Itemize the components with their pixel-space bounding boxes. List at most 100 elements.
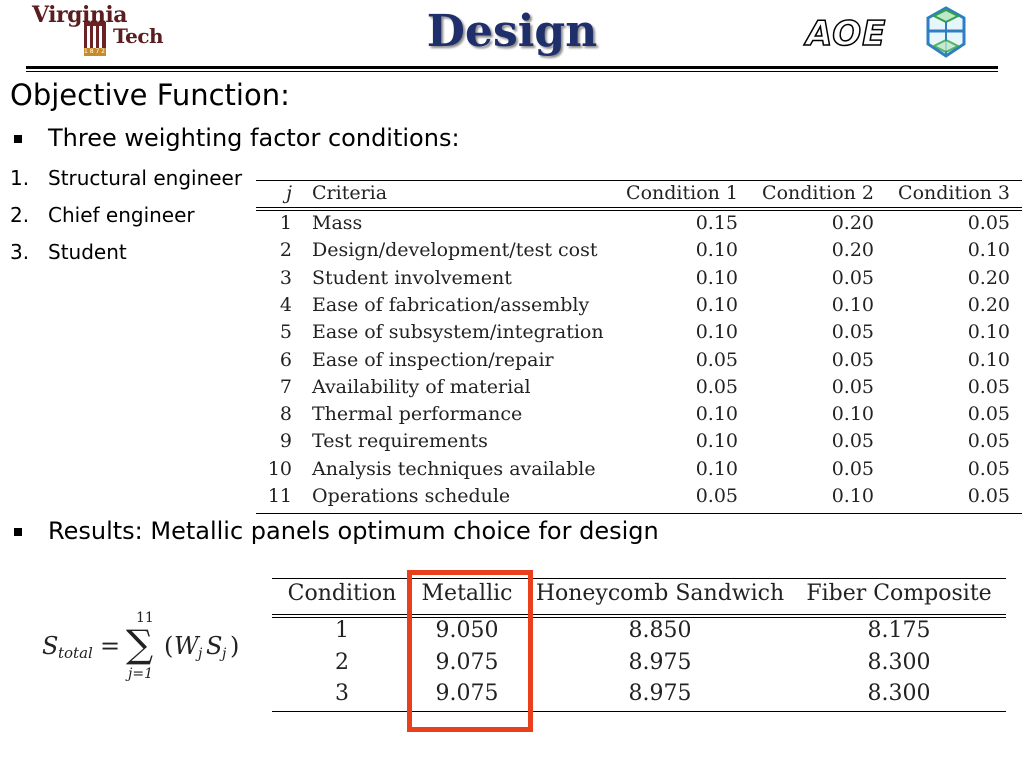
page-title: Design — [426, 6, 598, 57]
criteria-cell-criteria: Ease of subsystem/integration — [312, 321, 604, 344]
criteria-cell-condition3: 0.05 — [967, 430, 1010, 453]
criteria-cell-condition3: 0.20 — [967, 266, 1010, 289]
metallic-highlight-box — [407, 570, 533, 732]
criteria-cell-condition2: 0.05 — [831, 321, 874, 344]
criteria-cell-condition1: 0.10 — [695, 457, 738, 480]
header-rule-thin — [26, 71, 998, 72]
formula-equals: = — [100, 632, 121, 660]
criteria-cell-criteria: Student involvement — [312, 266, 512, 289]
criteria-cell-j: 8 — [279, 403, 292, 426]
results-cell-fiber: 8.175 — [867, 618, 931, 643]
criteria-cell-condition2: 0.20 — [831, 239, 874, 262]
criteria-cell-j: 10 — [267, 457, 292, 480]
results-cell-honeycomb: 8.850 — [628, 618, 692, 643]
bullet-square-icon — [14, 528, 22, 536]
results-table-header-rule — [272, 614, 1006, 615]
criteria-header-criteria: Criteria — [312, 182, 388, 204]
criteria-cell-j: 4 — [279, 293, 292, 316]
numbered-item-structural: Structural engineer — [48, 166, 243, 190]
criteria-table-header-rule — [256, 210, 1022, 211]
criteria-cell-condition1: 0.10 — [695, 430, 738, 453]
criteria-cell-condition2: 0.20 — [831, 212, 874, 234]
criteria-cell-j: 9 — [279, 430, 292, 453]
criteria-table-header-rule — [256, 207, 1022, 208]
criteria-cell-condition3: 0.05 — [967, 485, 1010, 507]
logo-word-virginia: Virginia — [32, 2, 127, 28]
formula-sum-upper: 11 — [136, 610, 154, 626]
bullet-square-icon — [14, 135, 22, 143]
formula-w-sub: j — [198, 646, 203, 662]
criteria-cell-condition3: 0.05 — [967, 212, 1010, 234]
criteria-cell-condition3: 0.20 — [967, 293, 1010, 316]
bullet-results: Results: Metallic panels optimum choice … — [48, 517, 659, 545]
aoe-logo-text: AOE — [805, 13, 887, 55]
criteria-cell-criteria: Ease of inspection/repair — [312, 348, 554, 371]
criteria-cell-condition2: 0.05 — [831, 266, 874, 289]
criteria-cell-j: 3 — [279, 266, 292, 289]
criteria-cell-condition1: 0.10 — [695, 321, 738, 344]
criteria-cell-condition1: 0.15 — [695, 212, 738, 234]
bullet-weighting: Three weighting factor conditions: — [48, 124, 460, 152]
objective-formula: S total = 11 ∑ j=1 ( W j S j ) — [42, 610, 252, 688]
formula-lhs-sub: total — [58, 644, 93, 662]
numbered-item-chief: Chief engineer — [48, 203, 195, 227]
formula-close-paren: ) — [230, 632, 240, 660]
results-header-honeycomb: Honeycomb Sandwich — [535, 581, 785, 606]
criteria-cell-condition3: 0.05 — [967, 403, 1010, 426]
criteria-cell-condition2: 0.10 — [831, 293, 874, 316]
criteria-cell-condition3: 0.10 — [967, 239, 1010, 262]
criteria-cell-condition2: 0.10 — [831, 485, 874, 507]
results-cell-condition: 3 — [335, 681, 349, 706]
results-table-bottom-rule — [272, 711, 1006, 712]
criteria-header-condition1: Condition 1 — [626, 182, 738, 204]
criteria-cell-condition2: 0.05 — [831, 375, 874, 398]
formula-s-sub: j — [222, 646, 227, 662]
criteria-table-top-rule — [256, 180, 1022, 181]
results-cell-metallic: 9.050 — [435, 618, 499, 643]
virginia-tech-logo — [28, 2, 168, 58]
vt-shield-icon — [84, 22, 106, 56]
criteria-cell-condition2: 0.05 — [831, 430, 874, 453]
results-cell-honeycomb: 8.975 — [628, 649, 692, 675]
criteria-cell-criteria: Availability of material — [312, 375, 531, 398]
criteria-table-bottom-rule — [256, 513, 1022, 514]
criteria-cell-condition2: 0.05 — [831, 457, 874, 480]
formula-w: W — [174, 632, 199, 660]
numbered-item-number: 1. — [10, 166, 30, 190]
criteria-cell-condition1: 0.10 — [695, 293, 738, 316]
results-cell-condition: 1 — [335, 618, 349, 643]
criteria-cell-condition3: 0.10 — [967, 321, 1010, 344]
formula-lhs: S — [42, 632, 59, 660]
results-header-condition: Condition — [287, 581, 397, 606]
criteria-header-condition3: Condition 3 — [898, 182, 1010, 204]
results-cell-fiber: 8.300 — [867, 681, 931, 706]
results-cell-fiber: 8.300 — [867, 649, 931, 675]
results-cell-metallic: 9.075 — [435, 681, 499, 706]
criteria-cell-j: 6 — [279, 348, 292, 371]
results-cell-metallic: 9.075 — [435, 649, 499, 675]
criteria-cell-condition1: 0.10 — [695, 403, 738, 426]
results-header-metallic: Metallic — [421, 581, 513, 606]
numbered-item-number: 3. — [10, 240, 30, 264]
criteria-cell-condition1: 0.05 — [695, 348, 738, 371]
criteria-cell-j: 7 — [279, 375, 292, 398]
criteria-cell-criteria: Analysis techniques available — [312, 457, 596, 480]
hexagon-cube-icon — [918, 4, 974, 62]
criteria-header-j: j — [286, 182, 292, 204]
formula-s: S — [206, 632, 223, 660]
criteria-header-condition2: Condition 2 — [762, 182, 874, 204]
criteria-cell-condition2: 0.05 — [831, 348, 874, 371]
results-header-fiber: Fiber Composite — [806, 581, 992, 606]
criteria-cell-criteria: Thermal performance — [312, 403, 523, 426]
formula-sum-lower: j=1 — [128, 666, 153, 682]
header-rule — [26, 66, 998, 69]
numbered-item-student: Student — [48, 240, 127, 264]
criteria-cell-j: 11 — [267, 485, 292, 507]
criteria-cell-condition1: 0.05 — [695, 485, 738, 507]
criteria-cell-criteria: Test requirements — [312, 430, 488, 453]
criteria-cell-condition1: 0.10 — [695, 266, 738, 289]
criteria-cell-condition1: 0.05 — [695, 375, 738, 398]
formula-sigma: ∑ — [126, 622, 154, 666]
criteria-cell-condition1: 0.10 — [695, 239, 738, 262]
criteria-cell-condition3: 0.05 — [967, 457, 1010, 480]
